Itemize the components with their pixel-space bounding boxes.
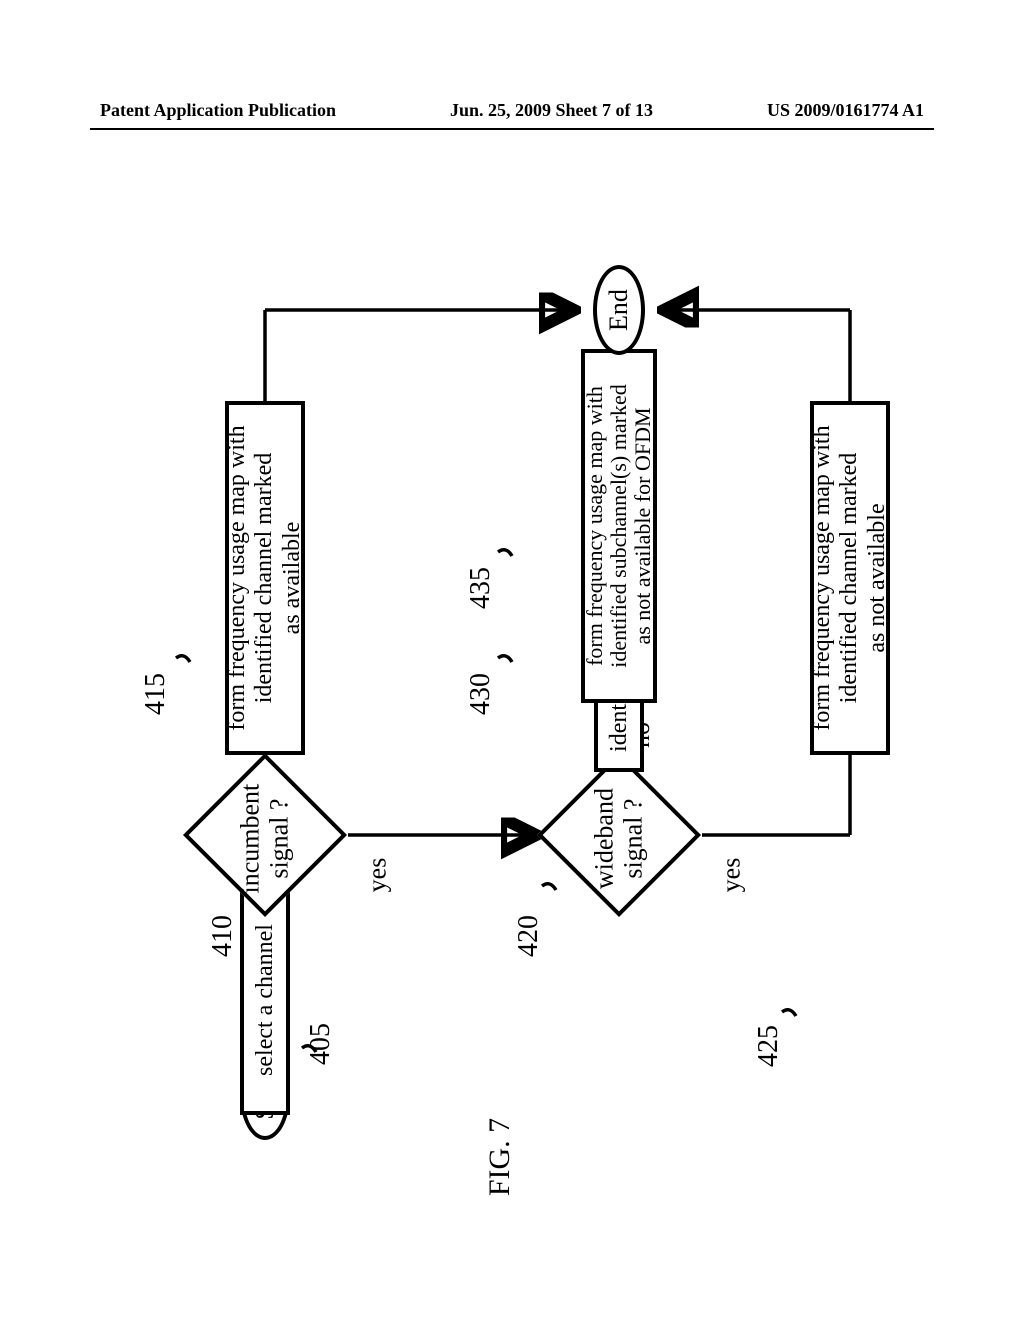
header-left: Patent Application Publication: [100, 100, 336, 121]
ref-420: 420: [513, 915, 545, 957]
process-435: form frequency usage map with identified…: [581, 349, 657, 703]
header-center: Jun. 25, 2009 Sheet 7 of 13: [450, 100, 653, 121]
edge-420-yes: yes: [716, 858, 746, 893]
process-425: form frequency usage map with identified…: [810, 401, 890, 755]
figure-7: FIG. 7 Start select a channel 405 incumb…: [70, 180, 954, 1240]
header-rule: [90, 128, 934, 130]
ref-405: 405: [305, 1023, 337, 1065]
figure-title: FIG. 7: [483, 1097, 517, 1217]
decision-420-label: wideband signal ?: [590, 769, 647, 909]
ref-425: 425: [753, 1025, 785, 1067]
process-415: form frequency usage map with identified…: [225, 401, 305, 755]
decision-410-label: incumbent signal ?: [236, 769, 293, 909]
process-405: select a channel: [240, 885, 290, 1115]
ref-435: 435: [465, 567, 497, 609]
terminal-end: End: [593, 265, 645, 355]
edge-410-yes: yes: [362, 858, 392, 893]
header-right: US 2009/0161774 A1: [767, 100, 924, 121]
ref-415: 415: [140, 673, 172, 715]
ref-430: 430: [465, 673, 497, 715]
page-header: Patent Application Publication Jun. 25, …: [0, 100, 1024, 121]
ref-410: 410: [207, 915, 239, 957]
